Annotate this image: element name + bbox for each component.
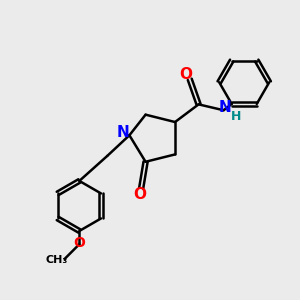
Text: N: N — [219, 100, 232, 116]
Text: O: O — [74, 236, 85, 250]
Text: H: H — [231, 110, 241, 123]
Text: O: O — [179, 67, 192, 82]
Text: CH₃: CH₃ — [45, 255, 68, 266]
Text: N: N — [116, 125, 129, 140]
Text: O: O — [133, 187, 146, 202]
